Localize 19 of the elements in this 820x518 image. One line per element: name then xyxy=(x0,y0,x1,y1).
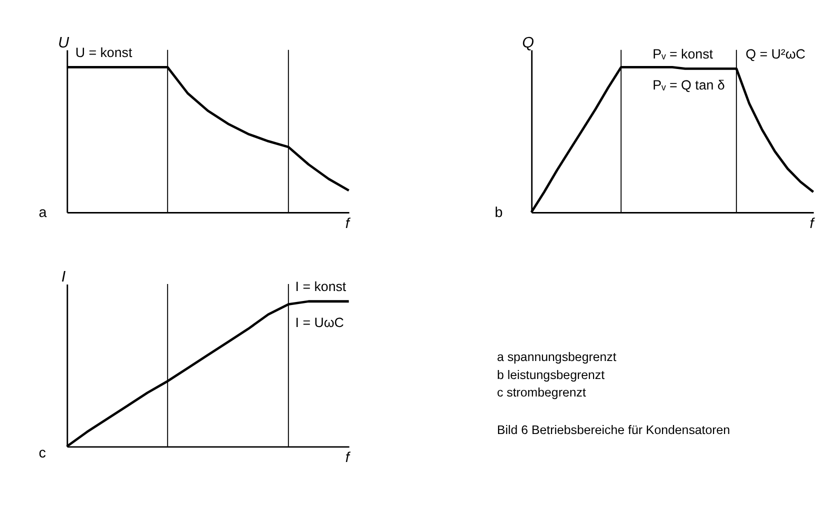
text: I = konst xyxy=(295,279,346,294)
text: b xyxy=(494,205,503,222)
annotation: Pᵥ = Q tan δ xyxy=(652,77,725,92)
annotation: I = UωC xyxy=(295,314,344,330)
text: Q = U²ωC xyxy=(746,46,806,62)
x-axis-title: f xyxy=(810,216,816,232)
text: b leistungsbegrenzt xyxy=(496,368,606,382)
text: c xyxy=(38,446,46,462)
x-axis-title: f xyxy=(345,450,352,466)
y-axis-title: U xyxy=(58,34,70,52)
text: a xyxy=(38,205,47,222)
x-axis-title: f xyxy=(345,216,352,232)
text: U = konst xyxy=(75,44,132,60)
text: c strombegrenzt xyxy=(496,386,586,400)
y-axis-title: Q xyxy=(522,34,534,52)
text: Pᵥ = konst xyxy=(652,46,714,62)
text: Bild 6 Betriebsbereiche für Kondensatoren xyxy=(496,423,730,438)
y-axis-title: I xyxy=(61,268,66,286)
text: a spannungsbegrenzt xyxy=(496,350,617,364)
